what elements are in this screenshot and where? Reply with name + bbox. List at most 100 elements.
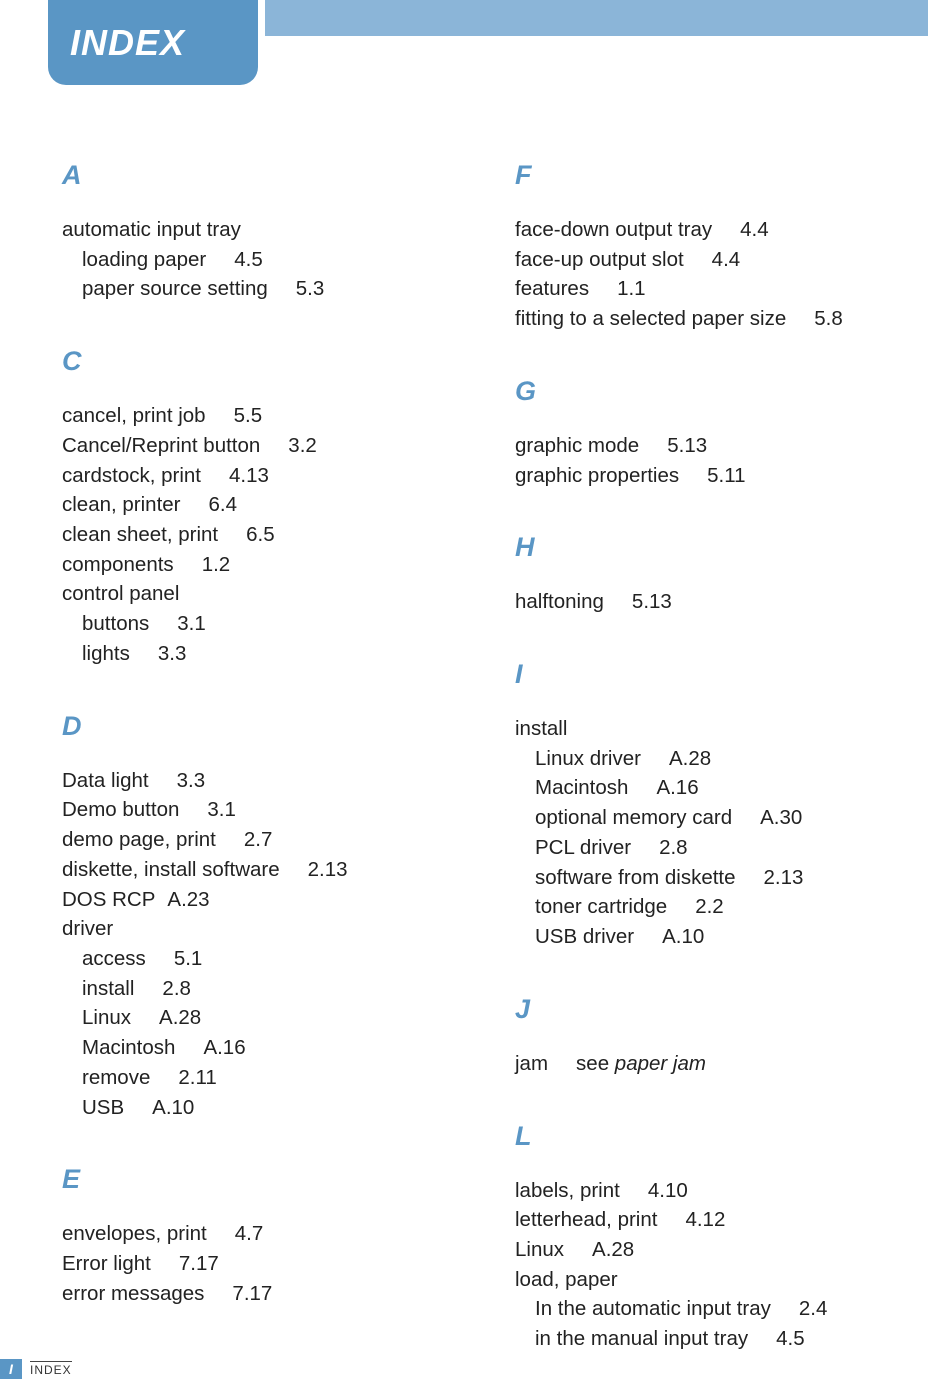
entry-text: clean, printer [62, 493, 181, 516]
index-entry: halftoning5.13 [515, 587, 908, 617]
entry-ref: 4.10 [648, 1176, 688, 1206]
index-entry: letterhead, print4.12 [515, 1205, 908, 1235]
index-letter: H [515, 532, 908, 563]
footer-label: INDEX [30, 1361, 72, 1377]
entry-ref: A.28 [159, 1003, 201, 1033]
index-entry: USB driverA.10 [515, 922, 908, 952]
index-entry: PCL driver2.8 [515, 833, 908, 863]
entry-ref: 3.2 [288, 431, 317, 461]
entry-ref: 7.17 [232, 1279, 272, 1309]
index-entry: diskette, install software 2.13 [62, 855, 455, 885]
entry-text: clean sheet, print [62, 523, 218, 546]
index-entry: Demo button3.1 [62, 795, 455, 825]
index-entry: LinuxA.28 [515, 1235, 908, 1265]
index-entry: loading paper4.5 [62, 245, 455, 275]
entry-ref: 2.8 [659, 833, 688, 863]
index-entry: fitting to a selected paper size 5.8 [515, 304, 908, 334]
index-column-left: Aautomatic input tray loading paper4.5pap… [62, 160, 455, 1354]
entry-ref: A.16 [203, 1033, 245, 1063]
entry-ref: 1.2 [202, 550, 231, 580]
entry-text: Macintosh [82, 1036, 175, 1059]
index-entry: features1.1 [515, 274, 908, 304]
header-top-bar [265, 0, 928, 36]
entry-ref: 7.17 [179, 1249, 219, 1279]
page-footer: I INDEX [0, 1359, 72, 1379]
entry-ref: 4.7 [235, 1219, 264, 1249]
entry-ref: 2.4 [799, 1294, 828, 1324]
index-entry: cancel, print job5.5 [62, 401, 455, 431]
index-entry: labels, print4.10 [515, 1176, 908, 1206]
index-entry: DOS RCPA.23 [62, 885, 455, 915]
index-letter: F [515, 160, 908, 191]
entry-text: graphic mode [515, 434, 639, 457]
entry-text: jam [515, 1052, 548, 1075]
entry-text: software from diskette [535, 866, 736, 889]
index-letter: A [62, 160, 455, 191]
entry-text: Cancel/Reprint button [62, 434, 260, 457]
entry-ref: 2.13 [308, 855, 348, 885]
entry-text: graphic properties [515, 464, 679, 487]
index-letter: J [515, 994, 908, 1025]
entry-ref: 4.4 [740, 215, 769, 245]
entry-text: control panel [62, 582, 179, 605]
index-entry: envelopes, print 4.7 [62, 1219, 455, 1249]
entry-text: Demo button [62, 798, 179, 821]
entry-ref: 3.1 [177, 609, 206, 639]
entry-text: load, paper [515, 1268, 618, 1291]
entry-ref: 4.5 [234, 245, 263, 275]
entry-ref: A.16 [656, 773, 698, 803]
index-letter: G [515, 376, 908, 407]
entry-text: lights [82, 642, 130, 665]
index-entry: graphic properties 5.11 [515, 461, 908, 491]
index-column-right: Fface-down output tray4.4face-up output … [515, 160, 908, 1354]
entry-text: in the manual input tray [535, 1327, 748, 1350]
entry-ref: 4.4 [712, 245, 741, 275]
index-letter: C [62, 346, 455, 377]
entry-ref: 5.3 [296, 274, 325, 304]
entry-ref: 2.8 [162, 974, 191, 1004]
entry-ref: 5.13 [667, 431, 707, 461]
entry-text: cardstock, print [62, 464, 201, 487]
index-entry: toner cartridge2.2 [515, 892, 908, 922]
entry-ref: 5.11 [707, 461, 745, 491]
entry-ref: 2.2 [695, 892, 724, 922]
entry-ref: 2.7 [244, 825, 273, 855]
index-entry: in the manual input tray4.5 [515, 1324, 908, 1354]
page-title: INDEX [70, 22, 185, 64]
entry-text: Error light [62, 1252, 151, 1275]
page-marker: I [0, 1359, 22, 1379]
entry-ref: 1.1 [617, 274, 646, 304]
entry-text: Data light [62, 769, 149, 792]
entry-text: install [82, 977, 134, 1000]
entry-text: optional memory card [535, 806, 732, 829]
index-entry: Macintosh A.16 [515, 773, 908, 803]
entry-ref: 3.3 [158, 639, 187, 669]
index-letter: L [515, 1121, 908, 1152]
index-entry: control panel [62, 579, 455, 609]
index-entry: Cancel/Reprint button 3.2 [62, 431, 455, 461]
entry-ref: 5.1 [174, 944, 203, 974]
index-entry: install 2.8 [62, 974, 455, 1004]
index-entry: access5.1 [62, 944, 455, 974]
entry-text: DOS RCP [62, 888, 155, 911]
entry-ref: A.30 [760, 803, 802, 833]
index-entry: buttons3.1 [62, 609, 455, 639]
entry-ref: A.10 [152, 1093, 194, 1123]
index-entry: paper source setting 5.3 [62, 274, 455, 304]
entry-text: envelopes, print [62, 1222, 207, 1245]
index-entry: error messages7.17 [62, 1279, 455, 1309]
index-entry: graphic mode 5.13 [515, 431, 908, 461]
entry-ref: 5.8 [814, 304, 843, 334]
index-entry: USBA.10 [62, 1093, 455, 1123]
entry-text: Macintosh [535, 776, 628, 799]
index-entry: cardstock, print4.13 [62, 461, 455, 491]
entry-ref: 5.5 [234, 401, 263, 431]
index-entry: clean sheet, print6.5 [62, 520, 455, 550]
entry-text: paper source setting [82, 277, 268, 300]
entry-text: install [515, 717, 567, 740]
entry-text: diskette, install software [62, 858, 280, 881]
entry-text: fitting to a selected paper size [515, 307, 786, 330]
entry-text: automatic input tray [62, 218, 241, 241]
index-letter: D [62, 711, 455, 742]
entry-text: In the automatic input tray [535, 1297, 771, 1320]
